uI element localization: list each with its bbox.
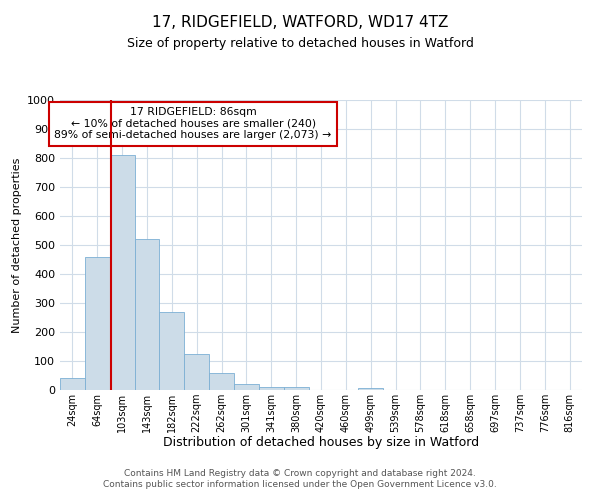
Bar	[160, 312, 184, 390]
Bar	[259, 386, 284, 390]
Bar	[85, 256, 110, 390]
Bar	[358, 388, 383, 390]
Text: Size of property relative to detached houses in Watford: Size of property relative to detached ho…	[127, 38, 473, 51]
Text: Contains HM Land Registry data © Crown copyright and database right 2024.: Contains HM Land Registry data © Crown c…	[124, 468, 476, 477]
Bar	[184, 354, 209, 390]
Bar	[209, 374, 234, 390]
Bar	[60, 378, 85, 390]
Text: 17 RIDGEFIELD: 86sqm
← 10% of detached houses are smaller (240)
89% of semi-deta: 17 RIDGEFIELD: 86sqm ← 10% of detached h…	[55, 108, 332, 140]
Text: 17, RIDGEFIELD, WATFORD, WD17 4TZ: 17, RIDGEFIELD, WATFORD, WD17 4TZ	[152, 15, 448, 30]
Bar	[110, 155, 134, 390]
Text: Distribution of detached houses by size in Watford: Distribution of detached houses by size …	[163, 436, 479, 449]
Bar	[234, 384, 259, 390]
Bar	[284, 386, 308, 390]
Text: Contains public sector information licensed under the Open Government Licence v3: Contains public sector information licen…	[103, 480, 497, 489]
Bar	[134, 239, 160, 390]
Y-axis label: Number of detached properties: Number of detached properties	[11, 158, 22, 332]
